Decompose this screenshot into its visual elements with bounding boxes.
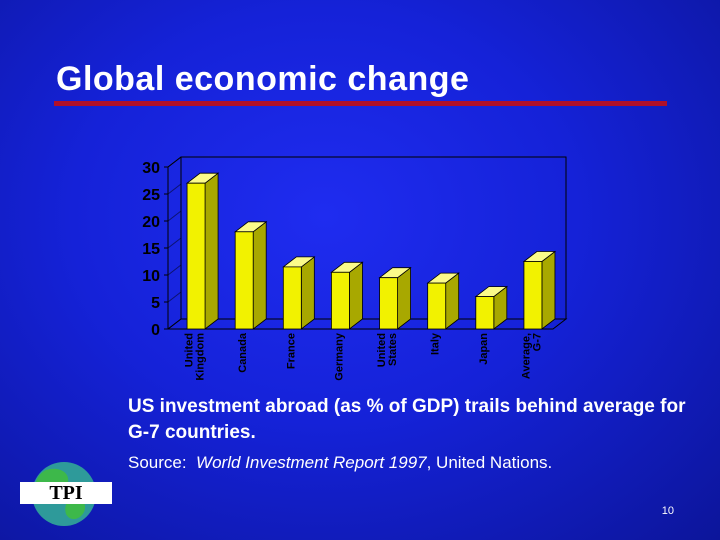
y-tick-label: 5 bbox=[151, 295, 160, 312]
logo-text: TPI bbox=[49, 482, 83, 504]
x-tick-label-line: Italy bbox=[430, 332, 442, 355]
bar bbox=[522, 250, 557, 330]
x-tick-label: UnitedKingdom bbox=[184, 333, 207, 381]
y-axis: 0 5 10 15 20 25 30 bbox=[142, 156, 182, 339]
x-tick-label: Canada bbox=[237, 332, 249, 373]
bar-side bbox=[349, 261, 363, 330]
x-tick-label-line: Average, bbox=[520, 333, 532, 379]
slide-title: Global economic change bbox=[56, 60, 470, 98]
bar-front bbox=[331, 271, 350, 330]
y-tick-label: 10 bbox=[142, 268, 160, 285]
x-tick-label: UnitedStates bbox=[376, 333, 399, 367]
x-tick-label-line: G-7 bbox=[531, 333, 543, 351]
bar bbox=[282, 256, 316, 330]
x-tick-label: France bbox=[285, 333, 297, 369]
bar-front bbox=[234, 231, 254, 330]
source-line: Source: World Investment Report 1997, Un… bbox=[128, 453, 552, 473]
x-tick-label-line: United bbox=[184, 333, 196, 367]
bar-front bbox=[379, 277, 398, 330]
x-tick-label-line: United bbox=[376, 333, 388, 367]
bar bbox=[426, 272, 460, 330]
bar bbox=[234, 220, 268, 330]
y-tick-label: 25 bbox=[142, 187, 160, 204]
x-tick-label: Italy bbox=[430, 332, 442, 355]
bar-front bbox=[523, 261, 543, 330]
globe-logo-icon: TPI bbox=[20, 462, 112, 526]
source-prefix: Source: bbox=[128, 453, 187, 472]
bar bbox=[378, 266, 412, 330]
x-tick-label-line: Germany bbox=[333, 332, 345, 381]
x-tick-label: Average,G-7 bbox=[520, 333, 543, 379]
y-tick-label: 15 bbox=[142, 241, 160, 258]
x-tick-label-line: Canada bbox=[237, 332, 249, 373]
bar-front bbox=[475, 296, 495, 330]
y-tick-label: 20 bbox=[142, 214, 160, 231]
bar bbox=[185, 172, 220, 330]
x-tick-label-line: France bbox=[285, 333, 297, 369]
bars bbox=[185, 172, 557, 330]
x-tick-label: Germany bbox=[333, 332, 345, 381]
bar bbox=[474, 285, 508, 330]
bar-side bbox=[204, 172, 219, 330]
title-underline bbox=[54, 101, 667, 106]
x-tick-label-line: States bbox=[387, 333, 399, 366]
source-suffix: , United Nations. bbox=[426, 453, 553, 472]
y-tick-label: 0 bbox=[151, 322, 160, 339]
bar-side bbox=[541, 250, 556, 330]
bar-side bbox=[300, 256, 315, 330]
bar-side bbox=[252, 220, 267, 330]
x-tick-label-line: Kingdom bbox=[195, 333, 207, 381]
x-tick-label-line: Japan bbox=[478, 333, 490, 365]
slide-caption: US investment abroad (as % of GDP) trail… bbox=[128, 396, 686, 443]
x-tick-label: Japan bbox=[478, 333, 490, 365]
bar bbox=[330, 261, 364, 330]
x-axis: UnitedKingdom Canada France Germany UnitedSt… bbox=[184, 332, 544, 381]
bar-front bbox=[186, 182, 206, 330]
y-tick-label: 30 bbox=[142, 160, 160, 177]
bar-front bbox=[427, 282, 447, 330]
bar-front bbox=[282, 266, 302, 330]
page-number: 10 bbox=[661, 505, 674, 517]
bar-side bbox=[397, 266, 411, 330]
source-title: World Investment Report 1997 bbox=[196, 453, 427, 472]
